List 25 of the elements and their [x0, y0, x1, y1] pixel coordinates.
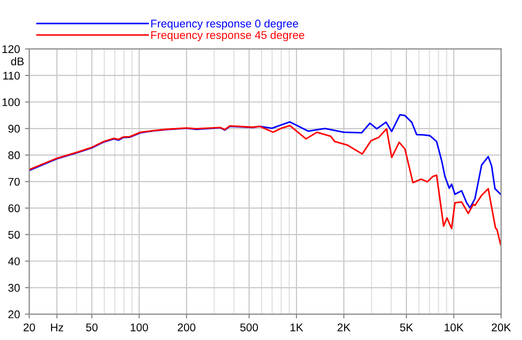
- y-tick-label: 30: [8, 284, 20, 292]
- y-tick-label: 40: [8, 257, 20, 266]
- x-tick-label: 50: [86, 323, 98, 332]
- x-tick-label: 10K: [444, 323, 464, 332]
- y-tick-label: 110: [3, 72, 20, 80]
- y-tick-label: 90: [8, 124, 20, 133]
- x-tick-label: 1K: [290, 324, 304, 332]
- x-tick-label: 5K: [400, 324, 414, 332]
- y-tick-label: 60: [8, 204, 20, 212]
- x-tick-label: 20K: [492, 323, 511, 332]
- y-tick-label: 80: [8, 151, 20, 160]
- text: Frequency response 45 degree: [151, 30, 304, 42]
- y-tick-label: 50: [8, 230, 20, 239]
- x-tick-label: 200: [178, 323, 196, 332]
- x-tick-label: 100: [130, 323, 148, 332]
- y-tick-label: 20: [8, 310, 20, 318]
- x-tick-label: 500: [240, 323, 258, 332]
- x-tick-label: Hz: [51, 324, 64, 332]
- y-tick-label: 100: [2, 98, 20, 106]
- text: Frequency response 0 degree: [151, 19, 298, 30]
- x-tick-label: 20: [24, 323, 35, 332]
- x-tick-label: 2K: [338, 323, 350, 332]
- y-axis-title: dB: [11, 57, 24, 66]
- y-tick-label: 120: [2, 45, 20, 54]
- y-tick-label: 70: [8, 178, 20, 186]
